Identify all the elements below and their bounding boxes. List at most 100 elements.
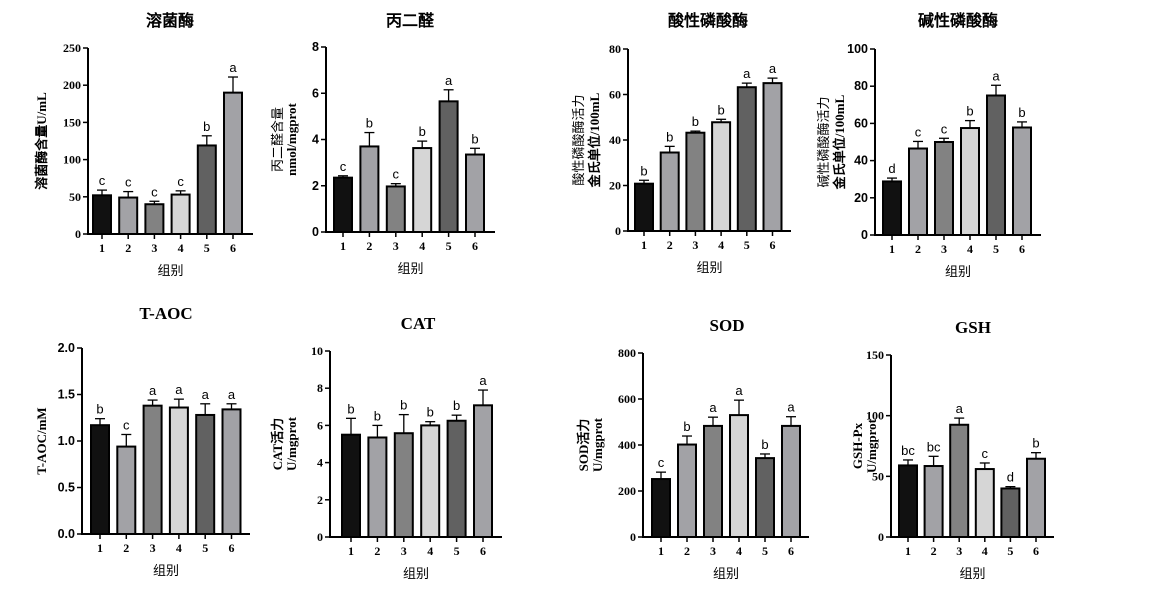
significance-letter: bc	[927, 439, 941, 454]
significance-letter: bc	[901, 443, 915, 458]
y-tick-label: 4	[312, 133, 319, 147]
x-axis-label: 组别	[959, 567, 985, 582]
chart-title: 丙二醛	[386, 11, 435, 30]
x-tick-label: 5	[1007, 544, 1013, 558]
x-tick-label: 1	[97, 541, 103, 555]
y-tick-label: 1.0	[58, 434, 75, 448]
y-tick-label: 100	[866, 409, 884, 423]
x-tick-label: 3	[151, 241, 157, 255]
significance-letter: a	[743, 66, 751, 81]
x-tick-label: 4	[718, 238, 724, 252]
y-tick-label: 8	[317, 381, 323, 395]
significance-letter: b	[427, 405, 434, 420]
bar	[1026, 457, 1046, 538]
y-axis-label: CAT活力	[270, 418, 285, 470]
bar	[762, 82, 783, 232]
x-tick-label: 5	[744, 238, 750, 252]
y-tick-label: 2	[317, 493, 323, 507]
x-tick-label: 4	[982, 544, 988, 558]
x-tick-label: 5	[454, 544, 460, 558]
x-axis-label: 组别	[945, 265, 971, 280]
x-tick-label: 4	[176, 541, 182, 555]
significance-letter: b	[1018, 105, 1025, 120]
y-tick-label: 0.5	[58, 481, 75, 495]
y-tick-label: 100	[847, 42, 868, 56]
bar	[367, 436, 388, 538]
bar	[473, 404, 493, 539]
x-tick-label: 6	[1019, 242, 1025, 256]
y-tick-label: 2.0	[58, 341, 75, 355]
bar	[341, 433, 361, 539]
significance-letter: b	[96, 402, 103, 417]
significance-letter: b	[366, 116, 373, 131]
bar	[412, 147, 433, 233]
x-tick-label: 3	[393, 239, 399, 253]
bar	[385, 185, 406, 234]
y-tick-label: 0	[317, 530, 323, 544]
significance-letter: b	[419, 124, 426, 139]
chart-title: 溶菌酶	[146, 11, 194, 30]
bar	[1000, 487, 1021, 539]
y-tick-label: 40	[854, 154, 868, 168]
bar	[333, 176, 353, 233]
bar	[142, 404, 163, 535]
x-tick-label: 1	[905, 544, 911, 558]
bar	[170, 193, 191, 235]
x-tick-label: 2	[123, 541, 129, 555]
significance-letter: c	[123, 417, 130, 432]
x-tick-label: 5	[762, 544, 768, 558]
x-tick-label: 2	[667, 238, 673, 252]
significance-letter: a	[228, 387, 236, 402]
chart-panel-1: 溶菌酶 0 50 100 150 200 250 1 c 2 c 3 c 4 c 5 b 6 a 组别 溶菌酶含量U/m…	[34, 11, 253, 279]
significance-letter: a	[769, 61, 777, 76]
y-tick-label: 8	[312, 40, 319, 54]
bar	[736, 86, 757, 232]
x-tick-label: 4	[427, 544, 433, 558]
y-axis-label: 溶菌酶含量U/mL	[34, 92, 49, 190]
significance-letter: a	[709, 400, 717, 415]
bar	[960, 127, 980, 236]
significance-letter: a	[202, 387, 210, 402]
bar	[168, 406, 189, 535]
bar	[781, 424, 801, 538]
significance-letter: a	[175, 382, 183, 397]
bar	[685, 131, 706, 232]
y-tick-label: 0	[615, 224, 621, 238]
y-axis-label: U/mgprot	[864, 418, 879, 473]
bar	[898, 464, 918, 538]
bar	[92, 194, 112, 235]
y-tick-label: 200	[618, 484, 636, 498]
bar	[923, 465, 944, 538]
y-tick-label: 0	[878, 530, 884, 544]
bar	[393, 432, 414, 539]
significance-letter: b	[1032, 436, 1039, 451]
chart-title: GSH	[955, 318, 991, 337]
significance-letter: b	[717, 102, 724, 117]
bar	[144, 203, 165, 236]
chart-panel-8: GSH 0 50 100 150 1 bc 2 bc 3 a 4 c 5 d 6 b 组别 GSH-Px U/mgpr…	[850, 318, 1054, 582]
bar	[196, 144, 217, 236]
chart-title: 碱性磷酸酶	[918, 11, 998, 30]
chart-panel-5: T-AOC 0.0 0.5 1.0 1.5 2.0 1 b 2 c 3 a 4 a 5 a 6 a 组别 T-AOC/…	[34, 304, 250, 579]
significance-letter: c	[915, 124, 922, 139]
significance-letter: b	[640, 163, 647, 178]
significance-letter: c	[125, 175, 132, 190]
bar	[934, 141, 954, 236]
y-tick-label: 20	[609, 179, 621, 193]
chart-panel-3: 酸性磷酸酶 0 20 40 60 80 1 b 2 b 3 b 4 b 5 a 6 a 组别 酸性磷酸酶活力 金氏单位/…	[571, 11, 791, 276]
bar	[729, 414, 749, 539]
x-tick-label: 2	[374, 544, 380, 558]
y-tick-label: 0	[861, 228, 868, 242]
y-tick-label: 0.0	[58, 527, 75, 541]
significance-letter: b	[400, 398, 407, 413]
significance-letter: d	[1007, 470, 1014, 485]
x-tick-label: 4	[419, 239, 425, 253]
significance-letter: a	[149, 383, 157, 398]
y-tick-label: 80	[609, 42, 621, 56]
x-tick-label: 4	[178, 241, 184, 255]
x-tick-label: 1	[348, 544, 354, 558]
bar	[221, 408, 242, 536]
significance-letter: a	[445, 73, 453, 88]
